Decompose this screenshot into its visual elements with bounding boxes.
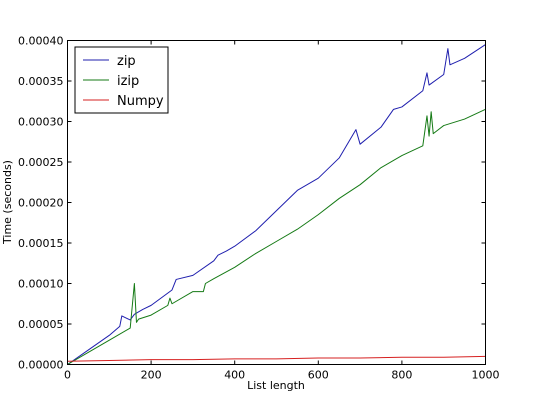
y-tick-label: 0.00035 [18,75,64,88]
x-tick-label: 600 [308,369,329,382]
y-tick-label: 0.00040 [18,35,64,48]
y-tick-label: 0.00025 [18,156,64,169]
y-tick-label: 0.00030 [18,116,64,129]
x-tick-label: 1000 [472,369,500,382]
series-line-zip [67,44,486,365]
y-tick-label: 0.00000 [18,359,64,372]
legend-label-zip: zip [117,54,136,69]
x-tick-label: 0 [64,369,71,382]
series-line-izip [67,108,486,365]
y-tick-label: 0.00010 [18,278,64,291]
x-tick-label: 800 [391,369,412,382]
series-line-numpy [67,355,486,362]
x-tick-label: 400 [224,369,245,382]
series-layer [67,44,486,365]
y-axis-title: Time (seconds) [1,160,14,245]
x-axis: 0 200 400 600 800 1000 [64,40,500,382]
legend: zip izip Numpy [74,46,169,114]
y-axis: 0.00000 0.00005 0.00010 0.00015 0.00020 0.000… [18,35,486,372]
x-axis-title: List length [247,379,305,392]
y-tick-label: 0.00020 [18,197,64,210]
x-tick-label: 200 [141,369,162,382]
y-tick-label: 0.00005 [18,318,64,331]
y-tick-label: 0.00015 [18,237,64,250]
legend-label-izip: izip [117,74,139,89]
legend-label-numpy: Numpy [117,94,164,109]
